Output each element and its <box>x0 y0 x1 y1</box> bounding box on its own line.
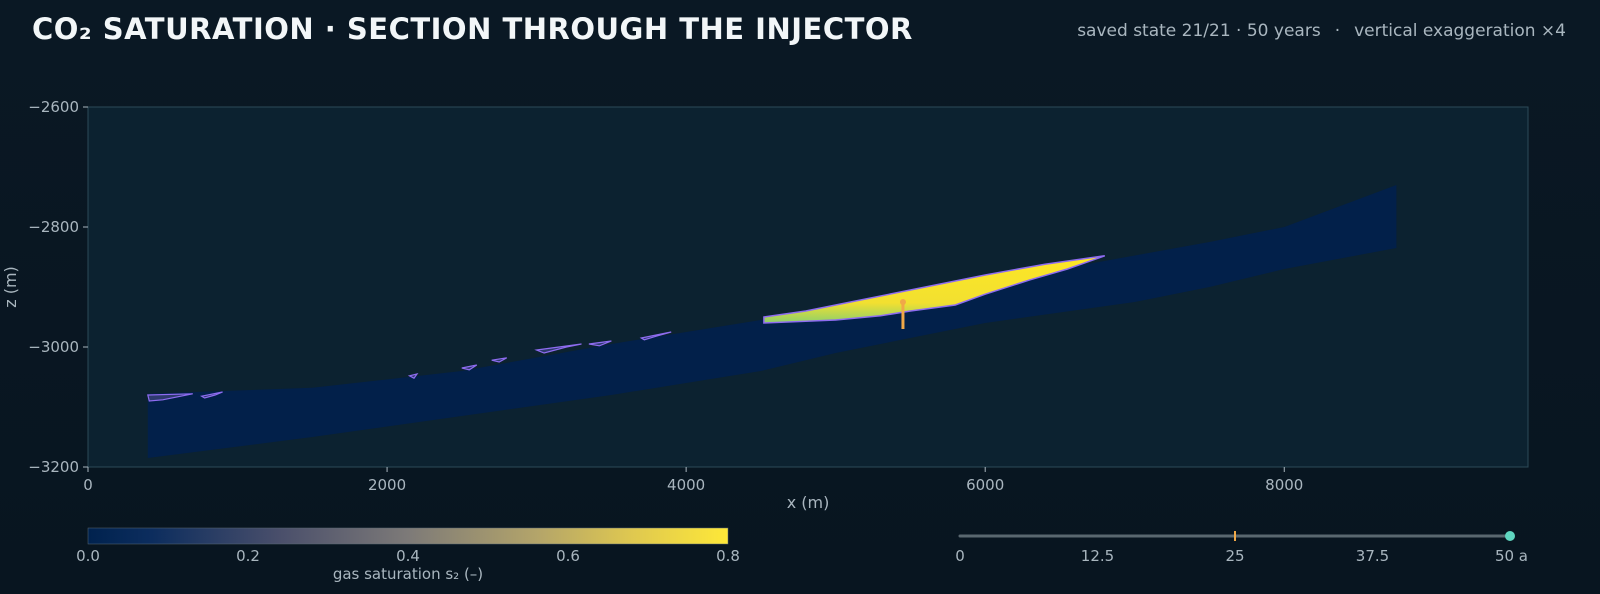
x-tick-label: 4000 <box>667 476 705 494</box>
saturation-patch <box>199 391 223 399</box>
colorbar-ticks: 0.0 0.2 0.4 0.6 0.8 <box>76 547 740 565</box>
page-title: CO₂ SATURATION · SECTION THROUGH THE INJ… <box>32 12 913 46</box>
saturation-patch <box>491 357 507 363</box>
header-status: saved state 21/21 · 50 years · vertical ex… <box>1077 21 1566 41</box>
y-tick-label: −3000 <box>28 338 79 356</box>
colorbar-label: gas saturation s₂ (–) <box>333 565 483 583</box>
x-axis-label: x (m) <box>787 493 830 512</box>
colorbar-tick-label: 0.2 <box>236 547 260 565</box>
colorbar-tick-label: 0.8 <box>716 547 740 565</box>
saved-state-label: saved state 21/21 · 50 years <box>1077 21 1321 41</box>
timeline-handle[interactable] <box>1505 531 1515 541</box>
saturation-patch <box>639 331 672 341</box>
timeline-tick-label: 12.5 <box>1081 547 1114 565</box>
timeline-tick-label: 0 <box>955 547 965 565</box>
saturation-patch <box>461 364 478 371</box>
saturation-patch <box>147 393 193 402</box>
saturation-patches <box>147 331 672 402</box>
x-tick-label: 0 <box>83 476 93 494</box>
colorbar-tick-label: 0.0 <box>76 547 100 565</box>
saturation-patch <box>407 373 419 379</box>
co2-plume <box>763 255 1106 324</box>
saturation-patch <box>534 343 582 354</box>
timeline-tick-label: 25 <box>1225 547 1244 565</box>
x-tick-label: 2000 <box>368 476 406 494</box>
colorbar-gradient <box>87 527 729 545</box>
colorbar-tick-label: 0.6 <box>556 547 580 565</box>
y-tick-label: −3200 <box>28 458 79 476</box>
x-axis: 0 2000 4000 6000 8000 <box>83 467 1303 494</box>
injector-head <box>899 299 906 305</box>
y-axis-label: z (m) <box>1 266 20 308</box>
colorbar: 0.0 0.2 0.4 0.6 0.8 gas saturation s₂ (–) <box>76 527 740 583</box>
timeline-slider[interactable]: 0 12.5 25 37.5 50 a <box>955 531 1528 565</box>
timeline-tick-label: 37.5 <box>1356 547 1389 565</box>
saturation-patch <box>588 340 612 347</box>
x-tick-label: 8000 <box>1265 476 1303 494</box>
timeline-ticks: 0 12.5 25 37.5 50 a <box>955 547 1528 565</box>
separator-dot: · <box>1334 21 1341 41</box>
y-axis: −2600 −2800 −3000 −3200 <box>28 98 88 476</box>
colorbar-tick-label: 0.4 <box>396 547 420 565</box>
timeline-tick-label: 50 a <box>1495 547 1528 565</box>
x-tick-label: 6000 <box>966 476 1004 494</box>
y-tick-label: −2800 <box>28 218 79 236</box>
exaggeration-label: vertical exaggeration ×4 <box>1354 21 1566 41</box>
y-tick-label: −2600 <box>28 98 79 116</box>
